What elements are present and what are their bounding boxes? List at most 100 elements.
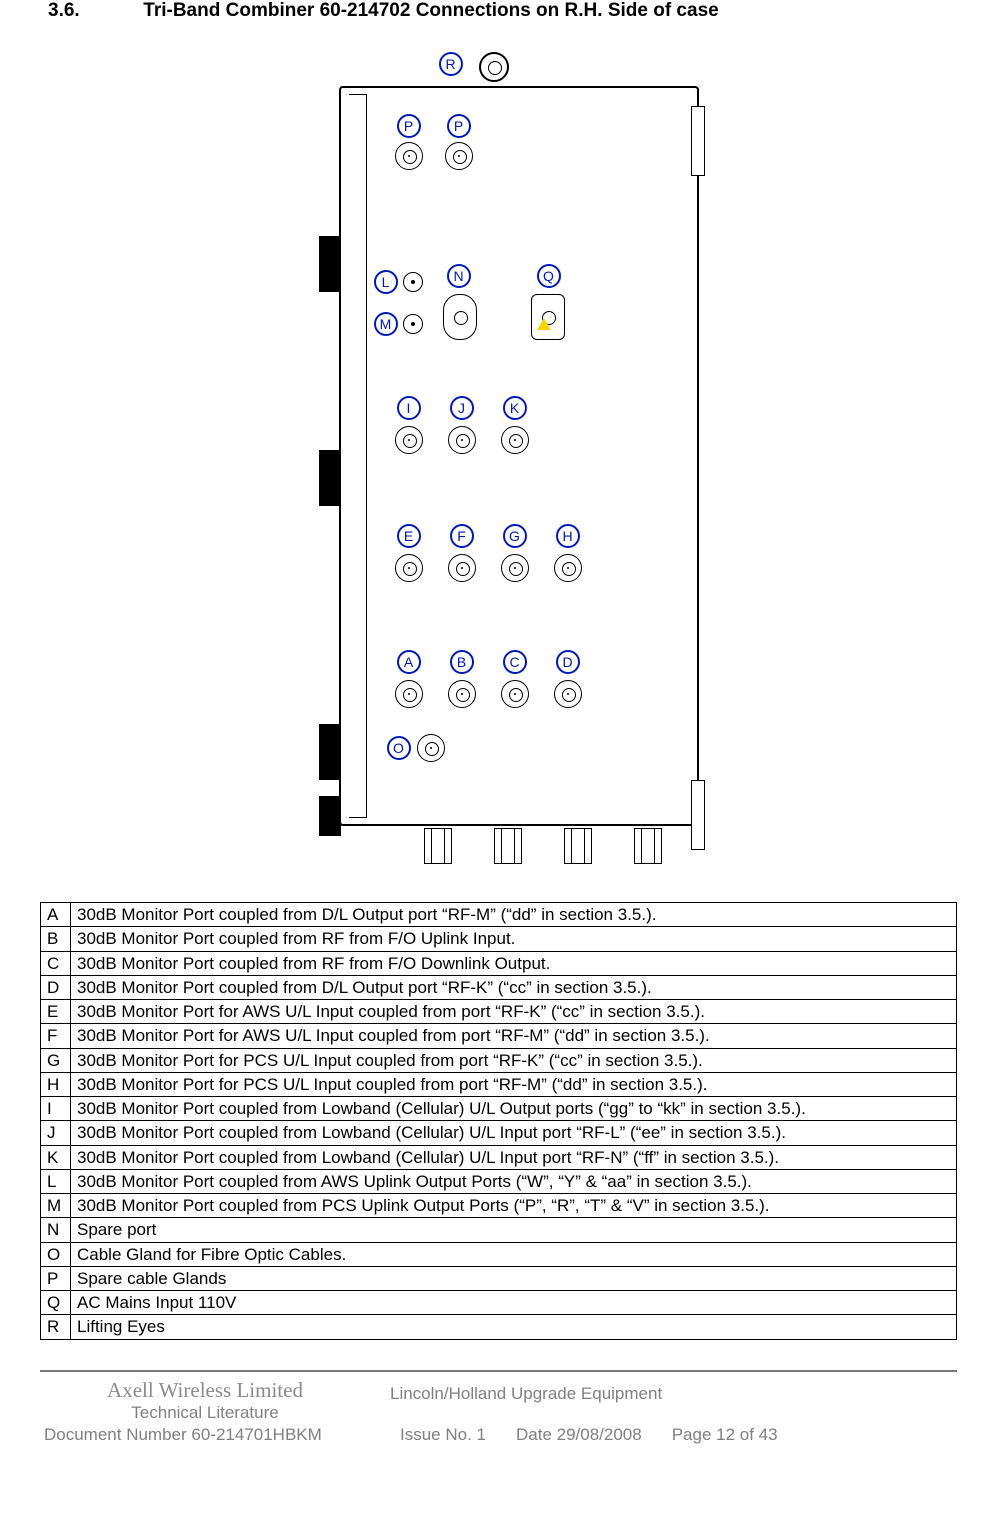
connector-icon: [395, 426, 423, 454]
label-e: E: [397, 524, 421, 548]
row-value: Lifting Eyes: [71, 1315, 957, 1339]
foot: [564, 828, 592, 864]
table-row: I30dB Monitor Port coupled from Lowband …: [41, 1097, 957, 1121]
connector-icon: [554, 554, 582, 582]
table-row: G30dB Monitor Port for PCS U/L Input cou…: [41, 1048, 957, 1072]
connector-icon: [448, 554, 476, 582]
side-nub: [319, 450, 341, 506]
connector-icon: [554, 680, 582, 708]
row-value: 30dB Monitor Port coupled from Lowband (…: [71, 1121, 957, 1145]
footer-issue: Issue No. 1: [400, 1425, 486, 1445]
connector-icon: [403, 272, 423, 292]
inner-panel: [349, 94, 367, 818]
row-value: 30dB Monitor Port coupled from RF from F…: [71, 951, 957, 975]
label-c: C: [503, 650, 527, 674]
row-value: 30dB Monitor Port coupled from Lowband (…: [71, 1097, 957, 1121]
port-icon: [443, 294, 477, 340]
definitions-table: A30dB Monitor Port coupled from D/L Outp…: [40, 902, 957, 1340]
side-nub: [319, 724, 341, 780]
label-g: G: [503, 524, 527, 548]
foot: [424, 828, 452, 864]
label-o: O: [387, 736, 411, 760]
label-l: L: [374, 270, 398, 294]
label-j: J: [450, 396, 474, 420]
label-k: K: [503, 396, 527, 420]
row-value: 30dB Monitor Port coupled from D/L Outpu…: [71, 903, 957, 927]
table-row: PSpare cable Glands: [41, 1266, 957, 1290]
label-r: R: [439, 52, 463, 76]
table-row: QAC Mains Input 110V: [41, 1291, 957, 1315]
row-key: I: [41, 1097, 71, 1121]
table-row: A30dB Monitor Port coupled from D/L Outp…: [41, 903, 957, 927]
row-key: Q: [41, 1291, 71, 1315]
table-row: E30dB Monitor Port for AWS U/L Input cou…: [41, 1000, 957, 1024]
row-value: Spare cable Glands: [71, 1266, 957, 1290]
label-i: I: [397, 396, 421, 420]
row-value: Spare port: [71, 1218, 957, 1242]
row-value: 30dB Monitor Port coupled from RF from F…: [71, 927, 957, 951]
page-footer: Axell Wireless Limited Technical Literat…: [40, 1378, 957, 1445]
row-key: O: [41, 1242, 71, 1266]
footer-date: Date 29/08/2008: [516, 1425, 642, 1445]
row-key: R: [41, 1315, 71, 1339]
section-number: 3.6.: [48, 0, 138, 22]
case-outline: [339, 86, 699, 826]
table-row: B30dB Monitor Port coupled from RF from …: [41, 927, 957, 951]
footer-product: Lincoln/Holland Upgrade Equipment: [370, 1378, 957, 1423]
section-heading: 3.6. Tri-Band Combiner 60-214702 Connect…: [48, 0, 957, 22]
label-q: Q: [537, 264, 561, 288]
connector-icon: [501, 554, 529, 582]
footer-company: Axell Wireless Limited: [40, 1378, 370, 1403]
table-row: L30dB Monitor Port coupled from AWS Upli…: [41, 1169, 957, 1193]
label-p: P: [397, 114, 421, 138]
row-key: K: [41, 1145, 71, 1169]
footer-page: Page 12 of 43: [672, 1425, 778, 1445]
table-row: M30dB Monitor Port coupled from PCS Upli…: [41, 1194, 957, 1218]
row-value: 30dB Monitor Port coupled from Lowband (…: [71, 1145, 957, 1169]
right-slot: [691, 106, 705, 176]
right-slot: [691, 780, 705, 850]
table-row: J30dB Monitor Port coupled from Lowband …: [41, 1121, 957, 1145]
row-key: C: [41, 951, 71, 975]
row-value: 30dB Monitor Port for PCS U/L Input coup…: [71, 1072, 957, 1096]
row-key: B: [41, 927, 71, 951]
table-row: K30dB Monitor Port coupled from Lowband …: [41, 1145, 957, 1169]
connector-icon: [448, 680, 476, 708]
row-value: 30dB Monitor Port for PCS U/L Input coup…: [71, 1048, 957, 1072]
row-key: L: [41, 1169, 71, 1193]
label-n: N: [447, 264, 471, 288]
row-key: G: [41, 1048, 71, 1072]
row-key: E: [41, 1000, 71, 1024]
connector-icon: [501, 680, 529, 708]
row-key: A: [41, 903, 71, 927]
label-p: P: [447, 114, 471, 138]
lifting-eye-icon: [479, 52, 509, 82]
table-row: F30dB Monitor Port for AWS U/L Input cou…: [41, 1024, 957, 1048]
row-value: Cable Gland for Fibre Optic Cables.: [71, 1242, 957, 1266]
footer-subtitle: Technical Literature: [40, 1403, 370, 1423]
section-title: Tri-Band Combiner 60-214702 Connections …: [143, 0, 718, 21]
row-value: 30dB Monitor Port coupled from PCS Uplin…: [71, 1194, 957, 1218]
row-value: 30dB Monitor Port coupled from AWS Uplin…: [71, 1169, 957, 1193]
row-value: AC Mains Input 110V: [71, 1291, 957, 1315]
connections-diagram: R P P L M N Q: [279, 30, 719, 900]
footer-divider: [40, 1370, 957, 1372]
row-key: N: [41, 1218, 71, 1242]
table-row: D30dB Monitor Port coupled from D/L Outp…: [41, 975, 957, 999]
connector-icon: [448, 426, 476, 454]
row-value: 30dB Monitor Port for AWS U/L Input coup…: [71, 1000, 957, 1024]
label-d: D: [556, 650, 580, 674]
connector-icon: [417, 734, 445, 762]
connector-icon: [403, 314, 423, 334]
row-key: P: [41, 1266, 71, 1290]
table-row: NSpare port: [41, 1218, 957, 1242]
label-f: F: [450, 524, 474, 548]
footer-docnum: Document Number 60-214701HBKM: [40, 1425, 370, 1445]
row-value: 30dB Monitor Port for AWS U/L Input coup…: [71, 1024, 957, 1048]
connector-icon: [501, 426, 529, 454]
side-nub: [319, 796, 341, 836]
connector-icon: [395, 554, 423, 582]
table-row: H30dB Monitor Port for PCS U/L Input cou…: [41, 1072, 957, 1096]
row-key: J: [41, 1121, 71, 1145]
table-row: C30dB Monitor Port coupled from RF from …: [41, 951, 957, 975]
